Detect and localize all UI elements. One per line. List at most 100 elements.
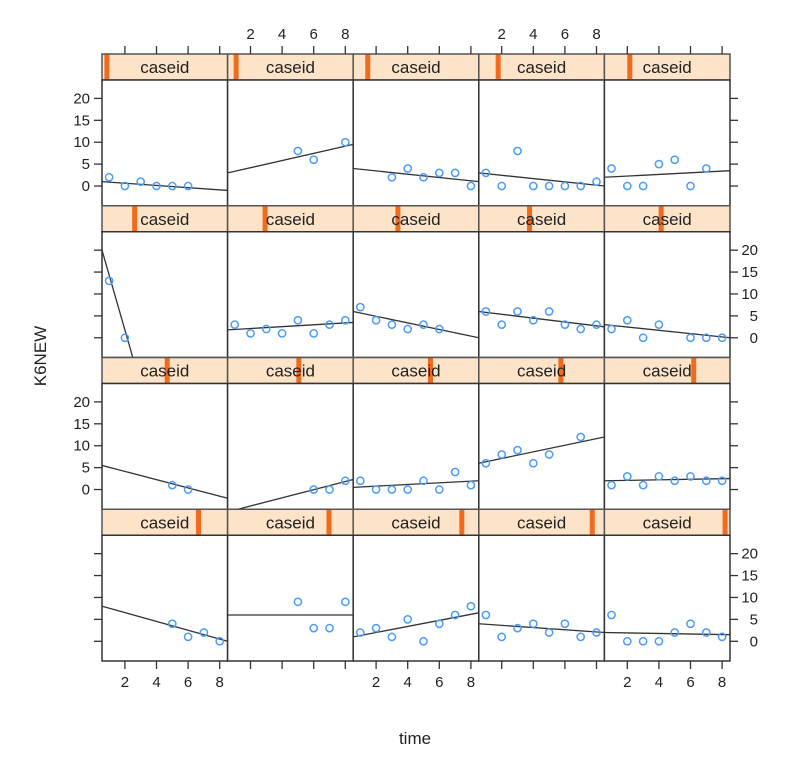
- strip-label: caseid: [391, 58, 440, 77]
- data-point: [387, 172, 397, 182]
- data-point: [104, 276, 114, 286]
- y-tick-label: 5: [750, 611, 758, 628]
- y-tick-label: 20: [741, 546, 758, 563]
- panel-frame: [226, 231, 354, 359]
- strip-level-marker: [527, 205, 533, 232]
- data-point: [592, 628, 601, 637]
- data-point: [104, 172, 114, 182]
- x-tick-label: 2: [246, 26, 254, 43]
- data-point: [638, 333, 648, 343]
- data-point: [183, 632, 193, 642]
- data-point: [403, 164, 413, 173]
- data-point: [481, 610, 491, 620]
- y-tick-label: 15: [741, 568, 758, 585]
- data-point: [638, 181, 648, 191]
- data-point: [528, 458, 538, 468]
- data-point: [686, 181, 695, 191]
- data-point: [325, 623, 334, 633]
- data-point: [450, 467, 460, 477]
- data-point: [387, 320, 397, 329]
- strip-label: caseid: [140, 58, 189, 77]
- data-point: [309, 485, 319, 494]
- regression-line: [227, 143, 354, 174]
- data-point: [607, 164, 616, 173]
- panel: caseid 2 4 6 8: [352, 508, 480, 691]
- strip-level-marker: [326, 509, 332, 536]
- data-point: [670, 476, 680, 486]
- y-tick-label: 0: [750, 633, 758, 650]
- data-point: [325, 485, 334, 494]
- y-axis-label: K6NEW: [31, 326, 50, 386]
- strip-label: caseid: [266, 362, 315, 381]
- data-point: [701, 333, 711, 343]
- data-point: [670, 628, 680, 637]
- data-point: [686, 619, 695, 629]
- strip-level-marker: [459, 509, 465, 536]
- data-point: [371, 623, 381, 633]
- strip-level-marker: [495, 54, 501, 80]
- data-point: [544, 307, 554, 316]
- data-point: [576, 324, 586, 334]
- strip: [102, 509, 228, 536]
- regression-line: [353, 167, 479, 183]
- data-point: [622, 315, 632, 325]
- data-point: [622, 181, 632, 191]
- panel: caseid: [226, 508, 354, 669]
- x-tick-label: 2: [498, 26, 506, 43]
- data-point: [513, 623, 522, 633]
- strip: [353, 357, 479, 384]
- y-tick-label: 15: [73, 112, 90, 129]
- data-point: [607, 324, 616, 334]
- data-point: [654, 636, 664, 646]
- data-point: [560, 619, 570, 629]
- data-point: [560, 181, 570, 191]
- strip-level-marker: [233, 54, 239, 80]
- data-point: [419, 636, 428, 646]
- strip: [478, 357, 605, 384]
- panel-frame: [352, 79, 480, 207]
- data-point: [497, 320, 507, 329]
- panel-frame: [603, 231, 731, 359]
- data-point: [183, 485, 193, 494]
- panel-frame: [101, 79, 229, 207]
- strip: [478, 509, 605, 536]
- strip-level-marker: [427, 357, 433, 384]
- panel: caseid: [226, 205, 354, 359]
- x-tick-label: 8: [341, 26, 349, 43]
- x-tick-label: 8: [718, 674, 726, 691]
- data-point: [466, 181, 476, 191]
- y-tick-label: 20: [73, 90, 90, 107]
- y-tick-label: 0: [82, 482, 90, 499]
- data-point: [717, 476, 727, 486]
- strip-label: caseid: [643, 362, 692, 381]
- data-point: [638, 480, 648, 490]
- y-tick-label: 20: [73, 394, 90, 411]
- strip: [604, 205, 730, 232]
- data-point: [701, 628, 711, 637]
- data-point: [513, 307, 522, 316]
- data-point: [215, 636, 225, 646]
- data-point: [340, 315, 350, 325]
- data-point: [576, 632, 586, 642]
- data-point: [481, 307, 491, 316]
- strip-label: caseid: [517, 210, 566, 229]
- x-tick-label: 6: [310, 26, 318, 43]
- strip-level-marker: [627, 54, 633, 80]
- data-point: [670, 155, 680, 165]
- strip-level-marker: [262, 205, 268, 232]
- strip-level-marker: [589, 509, 595, 536]
- x-tick-label: 2: [121, 674, 129, 691]
- y-tick-label: 5: [82, 460, 90, 477]
- panel: caseid 0 5 10 15 20: [603, 205, 758, 359]
- data-point: [340, 476, 350, 486]
- data-point: [340, 137, 350, 147]
- strip: [227, 205, 354, 232]
- data-point: [419, 476, 428, 486]
- strip-label: caseid: [140, 513, 189, 532]
- strip-label: caseid: [643, 58, 692, 77]
- data-point: [230, 320, 240, 329]
- panel-frame: [101, 231, 229, 359]
- data-point: [167, 181, 177, 191]
- x-tick-label: 8: [592, 26, 600, 43]
